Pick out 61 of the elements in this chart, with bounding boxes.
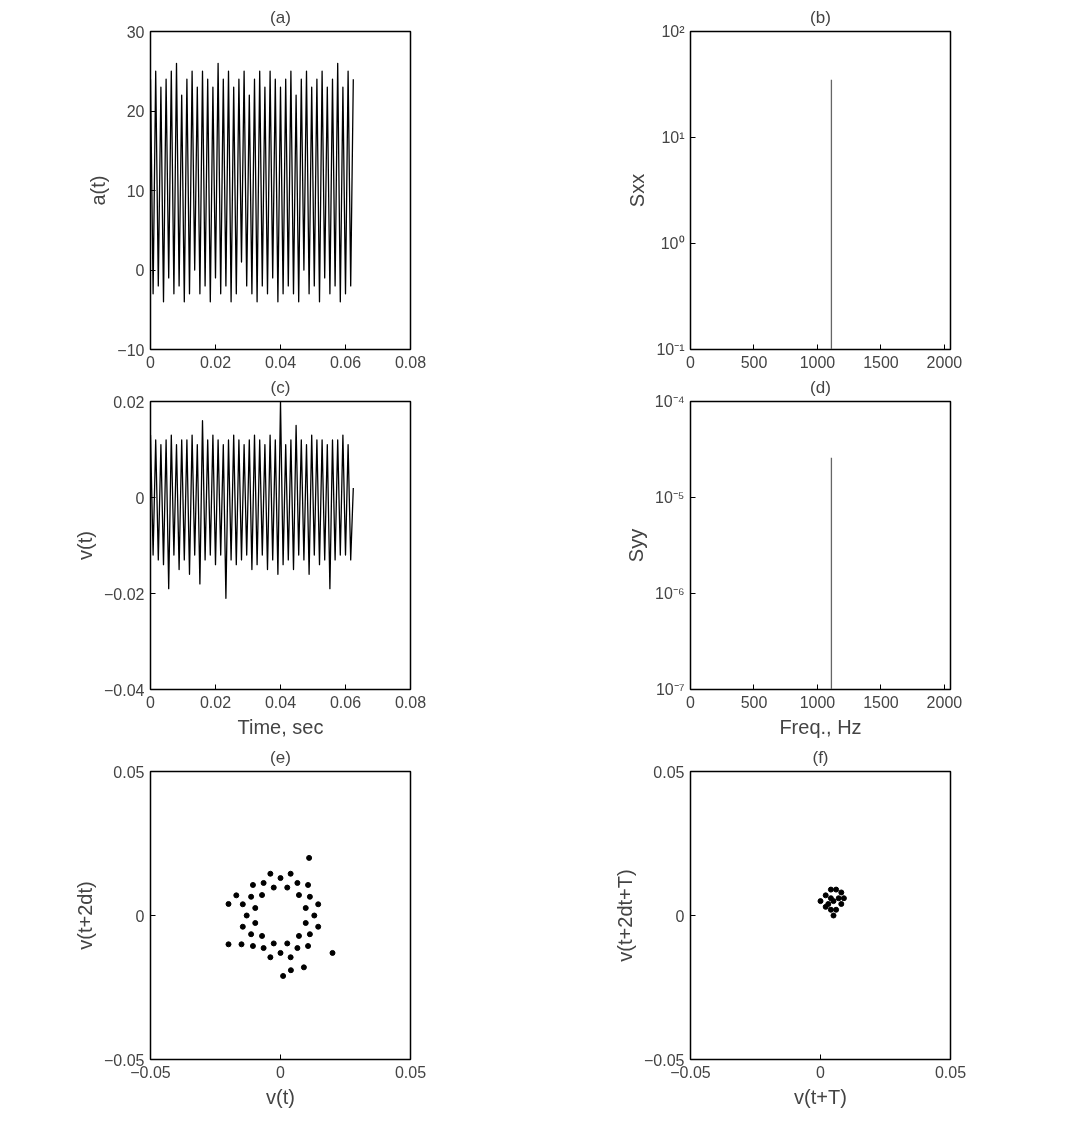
x-tick-label: 0 xyxy=(276,1063,286,1081)
y-axis-title: Syy xyxy=(624,528,647,563)
y-tick-label: 10¹ xyxy=(661,129,685,146)
y-tick-label: 20 xyxy=(126,103,145,120)
x-axis-title: v(t) xyxy=(266,1085,295,1108)
x-tick-label: 1000 xyxy=(799,693,836,711)
x-tick-label: 0 xyxy=(686,693,696,711)
x-axis-title: Time, sec xyxy=(237,715,324,738)
y-axis-title: v(t+2dt+T) xyxy=(614,869,637,962)
y-tick-label: 10⁻⁶ xyxy=(655,585,685,602)
y-tick-label: 0 xyxy=(135,262,145,279)
x-axis-title: v(t+T) xyxy=(794,1085,847,1108)
x-tick-label: 1500 xyxy=(863,353,899,371)
chart-title: (f) xyxy=(812,747,829,767)
y-axis-title: a(t) xyxy=(87,175,110,206)
x-tick-label: 0.04 xyxy=(264,353,297,371)
chart-title: (a) xyxy=(270,7,291,27)
x-tick-label: 0.02 xyxy=(199,693,232,711)
x-tick-label: 0.08 xyxy=(394,693,427,711)
y-tick-label: 10⁰ xyxy=(660,235,685,252)
x-tick-label: 0.05 xyxy=(394,1063,427,1081)
y-tick-label: 0.02 xyxy=(113,393,145,411)
y-tick-label: 30 xyxy=(126,23,145,41)
x-tick-label: 500 xyxy=(740,693,768,711)
y-tick-label: −10 xyxy=(117,341,145,359)
y-tick-label: 0.05 xyxy=(113,763,145,781)
y-tick-label: −0.04 xyxy=(104,681,145,699)
chart-title: (e) xyxy=(270,747,291,767)
y-tick-label: 0.05 xyxy=(653,763,685,781)
y-tick-label: −0.02 xyxy=(104,585,145,603)
x-tick-label: 2000 xyxy=(926,693,963,711)
x-tick-label: 0 xyxy=(686,353,696,371)
y-tick-label: 0 xyxy=(135,907,145,925)
y-axis-title: v(t+2dt) xyxy=(74,881,97,950)
x-tick-label: 0.06 xyxy=(329,693,362,711)
y-tick-label: 10⁻⁵ xyxy=(655,489,685,506)
x-tick-label: 0 xyxy=(146,693,156,711)
x-tick-label: 1000 xyxy=(799,353,836,371)
x-tick-label: 0.08 xyxy=(394,353,427,371)
y-axis-title: v(t) xyxy=(74,531,97,560)
chart-title: (d) xyxy=(810,377,831,397)
x-tick-label: 1500 xyxy=(863,693,899,711)
x-tick-label: 0.05 xyxy=(934,1063,967,1081)
y-tick-label: 10⁻⁷ xyxy=(655,681,685,698)
y-tick-label: 10² xyxy=(661,23,686,40)
y-tick-label: 10⁻⁴ xyxy=(654,393,685,410)
x-tick-label: 0 xyxy=(146,353,156,371)
chart-title: (b) xyxy=(810,7,831,27)
x-tick-label: 0 xyxy=(816,1063,826,1081)
x-axis-title: Freq., Hz xyxy=(779,715,862,738)
x-tick-label: 0.04 xyxy=(264,693,297,711)
chart-title: (c) xyxy=(270,377,291,397)
x-tick-label: 2000 xyxy=(926,353,963,371)
y-axis-title: Sxx xyxy=(626,173,649,208)
y-tick-label: 10⁻¹ xyxy=(656,341,685,358)
x-tick-label: 500 xyxy=(740,353,768,371)
x-tick-label: 0.06 xyxy=(329,353,362,371)
y-tick-label: 0 xyxy=(675,907,685,925)
y-tick-label: 0 xyxy=(135,489,145,507)
y-tick-label: 10 xyxy=(126,182,145,200)
x-tick-label: 0.02 xyxy=(199,353,232,371)
